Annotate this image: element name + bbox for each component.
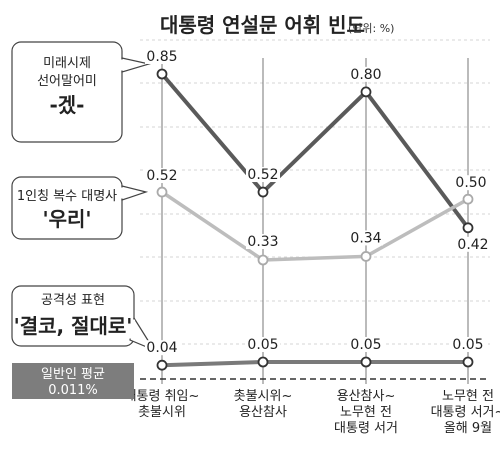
value-label-0-2: 0.80 [350, 67, 381, 83]
callout-box-0 [11, 41, 123, 143]
callout-text-2-1: '결코, 절대로' [14, 314, 133, 338]
series-line-0 [160, 72, 470, 230]
series-line-2 [161, 360, 468, 368]
category-label-2-0: 용산참사~ [337, 389, 396, 404]
callout-pointer-0 [121, 57, 152, 73]
category-label-1-1: 용산참사 [239, 405, 287, 420]
point-0-3 [462, 222, 474, 234]
point-2-3 [462, 356, 474, 368]
value-bg-0-1 [246, 167, 280, 183]
category-label-2-2: 대통령 서거 [334, 421, 398, 436]
average-layer: 일반인 평균0.011% [12, 363, 490, 399]
value-bg-0-3 [456, 236, 490, 252]
point-0-2 [360, 86, 372, 98]
value-bg-1-3 [454, 175, 488, 191]
point-1-3 [462, 193, 474, 205]
callout-pointer-mask-2 [128, 319, 136, 339]
callout-text-1-0: 1인칭 복수 대명사 [17, 189, 117, 204]
value-label-1-0: 0.52 [146, 168, 177, 184]
label-layer: 0.85 0.52 0.80 0.42 0.52 0.33 0.34 0.50 0.04 0.05… [145, 49, 490, 356]
average-text-0: 일반인 평균 [41, 367, 105, 382]
callout-text-1-1: '우리' [42, 207, 91, 231]
chart-title: 대통령 연설문 어휘 빈도 [160, 13, 365, 37]
value-label-0-0: 0.85 [146, 49, 177, 65]
category-label-1-0: 촛불시위~ [234, 389, 293, 404]
point-1-1 [257, 254, 269, 266]
value-bg-1-0 [145, 168, 179, 184]
callout-box-1 [11, 176, 123, 240]
callout-text-0-0: 미래시제 [43, 56, 91, 71]
value-bg-0-0 [145, 49, 179, 64]
category-label-3-0: 노무현 전 [442, 389, 494, 404]
value-label-1-2: 0.34 [350, 230, 381, 246]
value-label-1-1: 0.33 [247, 234, 278, 250]
point-2-0 [156, 359, 168, 371]
value-bg-2-2 [349, 337, 383, 352]
category-label-0-0: 대통령 취임~ [125, 389, 200, 404]
category-label-2-1: 노무현 전 [340, 405, 392, 420]
value-bg-1-2 [349, 230, 383, 246]
value-label-0-1: 0.52 [247, 167, 278, 183]
value-label-0-3: 0.42 [457, 237, 488, 253]
category-label-0-1: 촛불시위 [138, 405, 186, 420]
point-2-1 [257, 356, 269, 368]
value-bg-2-0 [145, 340, 179, 356]
series-layer [156, 68, 474, 371]
value-label-1-3: 0.50 [455, 175, 486, 191]
callout-box-2 [11, 285, 135, 347]
chart-unit: (단위: %) [348, 22, 394, 35]
series-line-1 [161, 190, 469, 262]
point-2-2 [360, 356, 372, 368]
value-bg-2-3 [451, 337, 485, 352]
value-bg-1-1 [246, 234, 280, 249]
value-label-2-1: 0.05 [247, 337, 278, 353]
value-label-2-2: 0.05 [350, 337, 381, 353]
point-0-1 [257, 186, 269, 198]
value-bg-0-2 [349, 66, 383, 82]
value-bg-2-1 [246, 337, 280, 352]
callout-text-2-0: 공격성 표현 [41, 293, 105, 308]
point-1-0 [156, 186, 168, 198]
average-text-1: 0.011% [48, 383, 98, 398]
callout-text-0-2: -겠- [49, 93, 84, 117]
category-label-3-1: 대통령 서거~ [431, 405, 500, 420]
point-0-0 [156, 68, 168, 80]
average-box [12, 363, 134, 399]
callout-pointer-1 [121, 185, 149, 201]
point-1-2 [360, 251, 372, 262]
value-label-2-0: 0.04 [146, 340, 177, 356]
category-label-3-2: 올해 9월 [444, 421, 492, 436]
callout-text-0-1: 선어말어미 [37, 74, 97, 89]
value-label-2-3: 0.05 [452, 337, 483, 353]
